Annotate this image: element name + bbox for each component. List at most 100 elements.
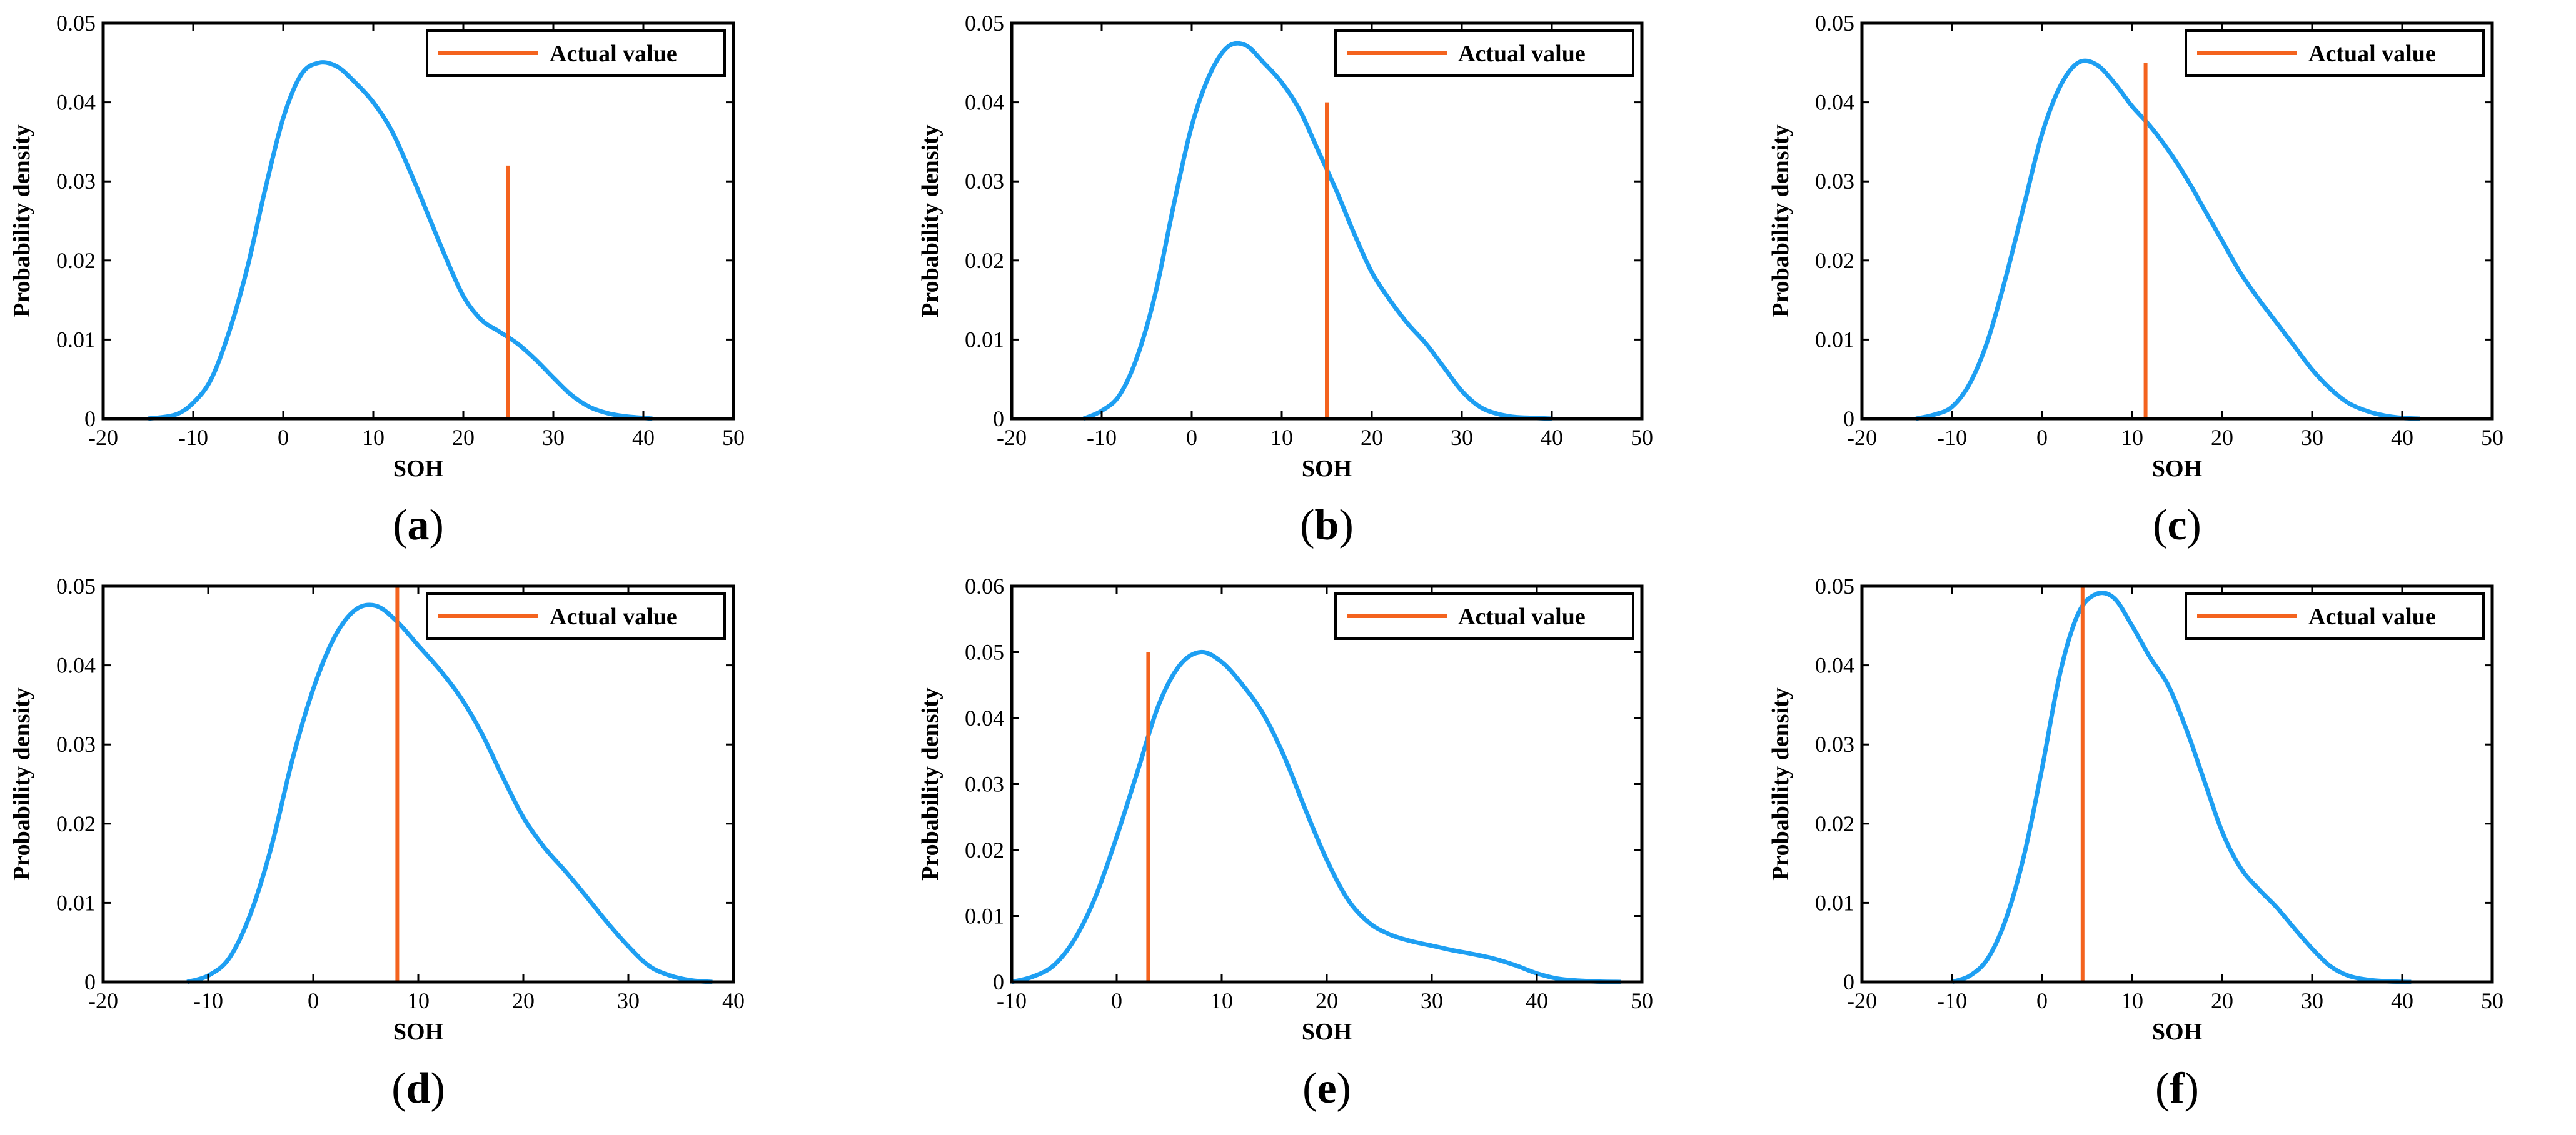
- x-tick-label: 40: [2391, 425, 2413, 450]
- y-tick-label: 0.06: [965, 574, 1004, 599]
- x-tick-label: 0: [1186, 425, 1197, 450]
- x-tick-label: -10: [997, 988, 1027, 1013]
- x-tick-label: 20: [1361, 425, 1383, 450]
- density-curve-d: [186, 602, 713, 984]
- x-tick-label: 30: [617, 988, 640, 1013]
- y-tick-label: 0.01: [1815, 890, 1854, 915]
- density-curve-e: [1011, 649, 1621, 984]
- x-tick-label: -10: [193, 988, 223, 1013]
- chart-panel-b: -20 -10 0 10 20 30 40 50 0 0.01 0.02 0.03 0.04 0.05 SO…: [917, 11, 1653, 549]
- y-tick-label: 0.03: [56, 732, 96, 757]
- x-tick-label: -10: [1087, 425, 1117, 450]
- x-tick-label: 40: [2391, 988, 2413, 1013]
- axes-frame-e: [1010, 584, 1644, 984]
- legend: Actual value: [426, 592, 726, 640]
- x-tick-label: 40: [1541, 425, 1563, 450]
- y-tick-label: 0.02: [965, 838, 1004, 862]
- legend: Actual value: [2185, 592, 2485, 640]
- x-axis-label: SOH: [393, 1019, 443, 1045]
- x-tick-label: -10: [1937, 425, 1967, 450]
- legend-label: Actual value: [550, 604, 677, 630]
- x-tick-label: 50: [2481, 988, 2503, 1013]
- y-tick-label: 0.02: [1815, 248, 1854, 273]
- y-tick-label: 0.05: [56, 11, 96, 36]
- y-axis-label: Probability density: [1768, 124, 1794, 318]
- y-tick-label: 0.04: [56, 90, 96, 115]
- y-tick-label: 0.03: [1815, 169, 1854, 194]
- x-axis-label: SOH: [393, 456, 443, 482]
- y-tick-label: 0.05: [965, 640, 1004, 665]
- x-tick-label: 0: [2036, 988, 2048, 1013]
- y-tick-label: 0.02: [56, 811, 96, 836]
- y-tick-label: 0.01: [965, 327, 1004, 352]
- x-tick-label: 40: [632, 425, 655, 450]
- chart-panel-e: -10 0 10 20 30 40 5000.010.020.030.040.050.06S…: [917, 574, 1653, 1112]
- x-tick-label: 30: [542, 425, 565, 450]
- y-tick-label: 0.03: [965, 772, 1004, 797]
- x-tick-label: 30: [2301, 988, 2323, 1013]
- x-tick-label: 0: [278, 425, 289, 450]
- legend: Actual value: [1334, 592, 1634, 640]
- density-curve-a: [148, 60, 653, 421]
- axes-frame-b: [1010, 21, 1644, 421]
- panel-label-f: (f): [2155, 1064, 2199, 1112]
- axes-frame-a: [101, 21, 735, 421]
- y-axis-label: Probability density: [1768, 688, 1794, 881]
- density-curve-c: [1915, 58, 2420, 421]
- y-tick-label: 0.01: [56, 890, 96, 915]
- x-tick-label: 30: [1451, 425, 1473, 450]
- y-tick-label: 0.01: [56, 327, 96, 352]
- y-tick-label: 0.03: [56, 169, 96, 194]
- y-tick-label: 0: [993, 406, 1004, 431]
- x-tick-label: -20: [997, 425, 1027, 450]
- x-tick-label: 30: [2301, 425, 2323, 450]
- panel-label-a: (a): [393, 501, 444, 549]
- legend: Actual value: [1334, 29, 1634, 77]
- chart-panel-f: -20 -10 0 10 20 30 40 50 0 0.01 0.02 0.03 0.04 0.05 SO…: [1768, 574, 2503, 1112]
- y-tick-label: 0.04: [56, 653, 96, 678]
- y-tick-label: 0.05: [965, 11, 1004, 36]
- x-tick-label: -20: [1847, 425, 1877, 450]
- x-tick-label: 50: [2481, 425, 2503, 450]
- y-tick-label: 0.04: [965, 706, 1004, 731]
- y-tick-label: 0.05: [1815, 574, 1854, 599]
- y-tick-label: 0.04: [1815, 90, 1854, 115]
- axes-frame-c: [1860, 21, 2494, 421]
- x-tick-label: 10: [2121, 425, 2143, 450]
- x-tick-label: 0: [1111, 988, 1122, 1013]
- legend-label: Actual value: [2308, 604, 2436, 630]
- x-axis-label: SOH: [1302, 456, 1352, 482]
- y-axis-label: Probability density: [917, 688, 943, 881]
- x-axis-label: SOH: [1302, 1019, 1352, 1045]
- legend-label: Actual value: [2308, 41, 2436, 67]
- x-tick-label: 20: [2211, 988, 2233, 1013]
- x-tick-label: 10: [2121, 988, 2143, 1013]
- legend-label: Actual value: [550, 41, 677, 67]
- legend: Actual value: [2185, 29, 2485, 77]
- axes-frame-f: [1860, 584, 2494, 984]
- x-tick-label: -20: [88, 988, 118, 1013]
- x-tick-label: 20: [512, 988, 535, 1013]
- density-curve-b: [1082, 41, 1552, 421]
- y-tick-label: 0: [84, 406, 96, 431]
- x-tick-label: 50: [1631, 425, 1653, 450]
- panel-label-c: (c): [2153, 501, 2201, 549]
- legend-label: Actual value: [1458, 604, 1586, 630]
- y-tick-label: 0.02: [56, 248, 96, 273]
- x-tick-label: 10: [1270, 425, 1293, 450]
- y-tick-label: 0.05: [1815, 11, 1854, 36]
- y-tick-label: 0.02: [1815, 811, 1854, 836]
- x-tick-label: 40: [1526, 988, 1548, 1013]
- x-tick-label: -20: [88, 425, 118, 450]
- y-tick-label: 0: [1843, 406, 1854, 431]
- y-axis-label: Probability density: [9, 688, 35, 881]
- x-tick-label: -20: [1847, 988, 1877, 1013]
- y-tick-label: 0.02: [965, 248, 1004, 273]
- x-tick-label: 50: [1631, 988, 1653, 1013]
- y-tick-label: 0.03: [965, 169, 1004, 194]
- y-tick-label: 0.04: [1815, 653, 1854, 678]
- x-tick-label: 0: [2036, 425, 2048, 450]
- panel-label-d: (d): [391, 1064, 445, 1112]
- y-tick-label: 0: [993, 969, 1004, 994]
